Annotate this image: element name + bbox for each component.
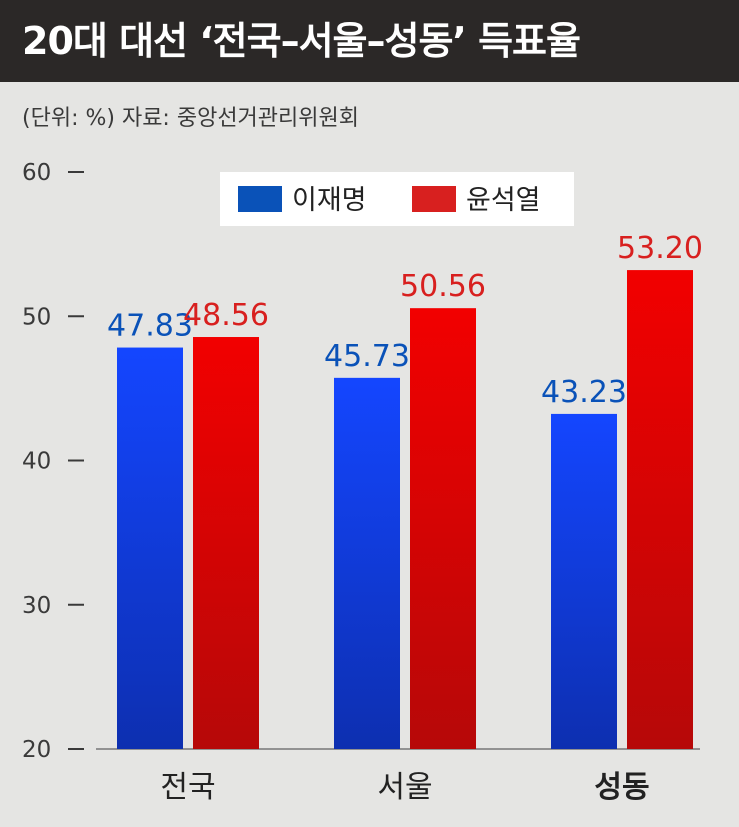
bar-서울-윤석열 xyxy=(410,308,476,749)
y-tick-label: 30 xyxy=(22,593,51,619)
y-tick-label: 50 xyxy=(22,304,51,330)
category-label: 성동 xyxy=(594,770,649,805)
header-bar: 20대 대선 ‘전국–서울–성동’ 득표율 xyxy=(0,0,739,82)
category-label: 서울 xyxy=(377,770,432,805)
value-label: 47.83 xyxy=(107,309,193,344)
bar-전국-이재명 xyxy=(117,347,183,749)
legend-label: 이재명 xyxy=(292,185,367,216)
y-tick-label: 20 xyxy=(22,737,51,763)
chart-source-note: (단위: %) 자료: 중앙선거관리위원회 xyxy=(22,106,359,131)
value-label: 45.73 xyxy=(324,339,410,374)
value-label: 53.20 xyxy=(617,231,703,266)
y-tick-label: 40 xyxy=(22,449,51,475)
bar-성동-이재명 xyxy=(551,413,617,749)
category-label: 전국 xyxy=(160,770,215,805)
value-label: 50.56 xyxy=(400,269,486,304)
legend-swatch xyxy=(238,186,282,212)
y-tick-label: 60 xyxy=(22,160,51,186)
legend-swatch xyxy=(412,186,456,212)
value-label: 48.56 xyxy=(183,298,269,333)
bar-성동-윤석열 xyxy=(627,270,693,749)
bar-서울-이재명 xyxy=(334,377,400,749)
legend-label: 윤석열 xyxy=(466,185,541,216)
bar-전국-윤석열 xyxy=(193,337,259,749)
value-label: 43.23 xyxy=(541,375,627,410)
chart-title: 20대 대선 ‘전국–서울–성동’ 득표율 xyxy=(22,19,581,63)
